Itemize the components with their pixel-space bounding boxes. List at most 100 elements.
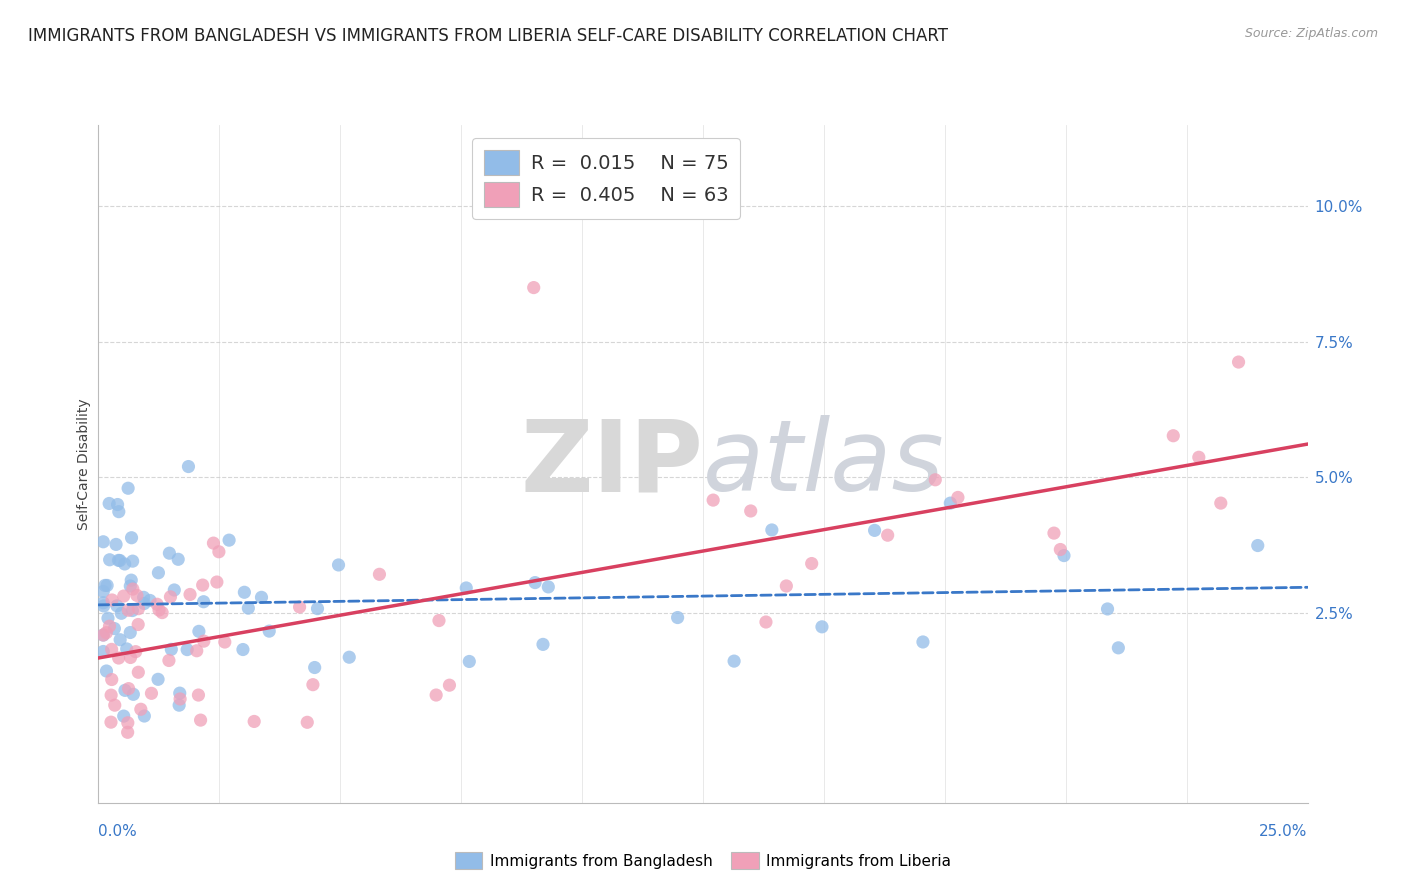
- Point: [193, 595, 215, 609]
- Point: [218, 533, 240, 548]
- Text: IMMIGRANTS FROM BANGLADESH VS IMMIGRANTS FROM LIBERIA SELF-CARE DISABILITY CORRE: IMMIGRANTS FROM BANGLADESH VS IMMIGRANTS…: [28, 27, 948, 45]
- Point: [150, 606, 173, 620]
- Point: [186, 644, 208, 658]
- Point: [193, 634, 215, 648]
- Point: [105, 599, 128, 613]
- Point: [775, 579, 797, 593]
- Point: [125, 588, 148, 602]
- Point: [121, 582, 143, 596]
- Point: [94, 578, 117, 592]
- Point: [100, 688, 122, 702]
- Point: [337, 650, 360, 665]
- Point: [117, 681, 139, 696]
- Point: [250, 591, 273, 605]
- Point: [169, 686, 191, 700]
- Point: [702, 493, 724, 508]
- Point: [302, 678, 325, 692]
- Point: [105, 537, 128, 551]
- Legend: R =  0.015    N = 75, R =  0.405    N = 63: R = 0.015 N = 75, R = 0.405 N = 63: [472, 138, 740, 219]
- Point: [107, 553, 129, 567]
- Point: [876, 528, 898, 542]
- Point: [233, 585, 256, 599]
- Point: [167, 698, 190, 713]
- Point: [368, 567, 391, 582]
- Point: [96, 578, 118, 592]
- Point: [125, 645, 148, 659]
- Point: [112, 709, 135, 723]
- Point: [537, 580, 560, 594]
- Text: Source: ZipAtlas.com: Source: ZipAtlas.com: [1244, 27, 1378, 40]
- Point: [187, 688, 209, 702]
- Point: [134, 709, 156, 723]
- Point: [439, 678, 461, 692]
- Point: [297, 715, 319, 730]
- Point: [1107, 640, 1129, 655]
- Point: [257, 624, 280, 639]
- Point: [148, 566, 170, 580]
- Point: [98, 496, 121, 510]
- Point: [127, 665, 149, 680]
- Point: [157, 546, 180, 560]
- Point: [160, 642, 183, 657]
- Point: [425, 688, 447, 702]
- Point: [117, 725, 139, 739]
- Point: [120, 573, 142, 587]
- Point: [91, 596, 114, 610]
- Point: [121, 531, 143, 545]
- Point: [208, 545, 231, 559]
- Point: [238, 601, 260, 615]
- Point: [1188, 450, 1211, 465]
- Point: [755, 615, 778, 629]
- Point: [115, 641, 138, 656]
- Point: [666, 610, 689, 624]
- Point: [939, 496, 962, 510]
- Point: [134, 597, 156, 611]
- Point: [107, 498, 129, 512]
- Y-axis label: Self-Care Disability: Self-Care Disability: [77, 398, 91, 530]
- Point: [214, 635, 236, 649]
- Point: [911, 635, 934, 649]
- Point: [159, 590, 181, 604]
- Point: [1247, 539, 1270, 553]
- Point: [127, 601, 149, 615]
- Point: [139, 593, 162, 607]
- Point: [98, 553, 121, 567]
- Point: [146, 597, 169, 611]
- Point: [288, 599, 311, 614]
- Point: [107, 651, 129, 665]
- Point: [110, 607, 132, 621]
- Point: [307, 601, 329, 615]
- Point: [120, 579, 142, 593]
- Point: [117, 481, 139, 495]
- Point: [122, 687, 145, 701]
- Point: [91, 644, 114, 658]
- Point: [740, 504, 762, 518]
- Point: [157, 653, 180, 667]
- Point: [100, 642, 122, 657]
- Point: [863, 524, 886, 538]
- Point: [129, 702, 152, 716]
- Point: [93, 599, 115, 613]
- Point: [114, 683, 136, 698]
- Point: [523, 280, 546, 294]
- Point: [761, 523, 783, 537]
- Point: [91, 584, 114, 599]
- Point: [458, 655, 481, 669]
- Point: [304, 660, 326, 674]
- Point: [811, 620, 834, 634]
- Point: [121, 554, 143, 568]
- Point: [117, 603, 139, 617]
- Point: [243, 714, 266, 729]
- Text: ZIP: ZIP: [520, 416, 703, 512]
- Text: atlas: atlas: [703, 416, 945, 512]
- Point: [456, 581, 478, 595]
- Point: [91, 628, 114, 642]
- Point: [177, 459, 200, 474]
- Point: [1053, 549, 1076, 563]
- Point: [723, 654, 745, 668]
- Point: [91, 628, 114, 642]
- Point: [190, 713, 212, 727]
- Point: [132, 591, 155, 605]
- Point: [96, 664, 118, 678]
- Point: [202, 536, 225, 550]
